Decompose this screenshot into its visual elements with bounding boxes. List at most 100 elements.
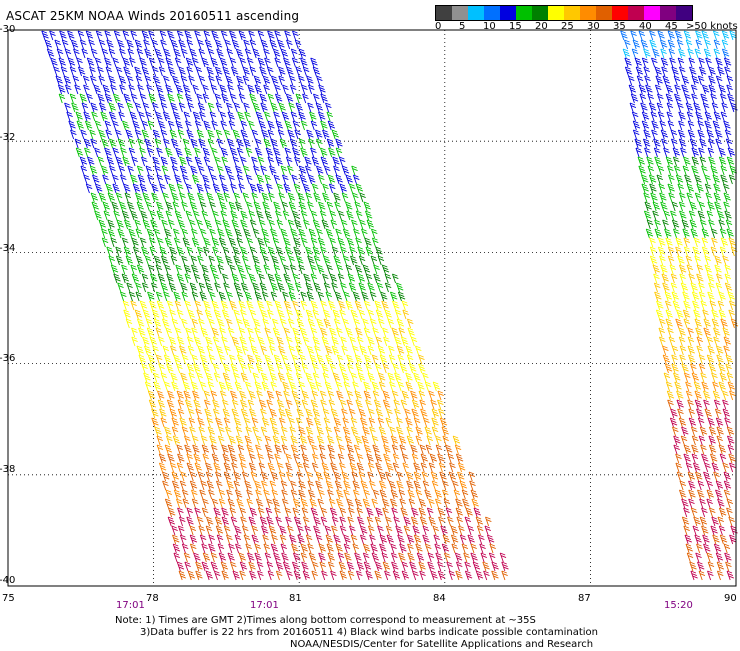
colorbar-swatch <box>484 6 500 20</box>
wind-barb <box>238 93 246 104</box>
wind-barb <box>171 318 179 329</box>
wind-barb <box>139 237 147 248</box>
wind-barb <box>320 516 328 527</box>
wind-barb <box>294 219 302 230</box>
wind-barb <box>241 255 249 266</box>
wind-barb <box>700 300 707 311</box>
colorbar-swatch <box>516 6 532 20</box>
wind-barb <box>266 561 274 572</box>
wind-barb <box>181 291 188 302</box>
wind-barb <box>707 201 715 212</box>
wind-barb <box>272 48 281 59</box>
wind-barb <box>160 255 169 266</box>
wind-barb <box>335 435 343 446</box>
wind-barb <box>173 48 181 59</box>
wind-barb <box>367 525 375 536</box>
wind-barb <box>260 426 268 437</box>
wind-barb <box>205 372 213 383</box>
wind-barb <box>46 48 55 59</box>
wind-barb <box>696 543 703 554</box>
wind-barb <box>683 156 691 167</box>
wind-barb <box>346 444 355 455</box>
wind-barb <box>125 129 133 140</box>
wind-barb <box>108 102 116 113</box>
wind-barb <box>215 480 223 491</box>
wind-barb <box>337 237 345 248</box>
wind-barb <box>701 525 709 536</box>
wind-barb <box>170 255 178 266</box>
wind-barb <box>199 291 207 302</box>
wind-barb <box>343 543 351 554</box>
wind-barb <box>207 381 215 392</box>
wind-barb <box>263 489 270 500</box>
wind-barb <box>263 48 270 59</box>
wind-barb <box>651 120 659 131</box>
wind-barb <box>149 237 156 248</box>
wind-barb <box>282 381 290 392</box>
wind-barb <box>298 111 306 122</box>
wind-barb <box>168 66 176 77</box>
wind-barb <box>153 372 160 383</box>
wind-barb <box>698 354 706 365</box>
wind-barb <box>658 327 665 338</box>
wind-barb <box>264 435 272 446</box>
wind-barb <box>160 309 168 320</box>
wind-barb <box>447 516 454 527</box>
wind-barb <box>284 147 291 158</box>
wind-barb <box>182 174 189 185</box>
wind-barb <box>153 255 162 266</box>
wind-barb <box>275 516 282 527</box>
wind-barb <box>409 363 417 374</box>
wind-barb <box>289 381 297 392</box>
wind-barb <box>162 345 170 356</box>
wind-barb <box>728 237 736 248</box>
wind-barb <box>222 246 230 257</box>
wind-barb <box>669 57 676 68</box>
wind-barb <box>696 336 704 347</box>
wind-barb <box>679 273 686 284</box>
wind-barb <box>176 183 184 194</box>
wind-barb <box>295 66 302 77</box>
wind-barb <box>335 543 343 554</box>
wind-barb <box>189 471 197 482</box>
wind-barb <box>442 534 450 545</box>
wind-barb <box>191 264 199 275</box>
wind-barb <box>688 489 696 500</box>
wind-barb <box>330 219 337 230</box>
wind-barb <box>687 120 695 131</box>
wind-barb <box>499 552 507 563</box>
wind-barb <box>216 48 224 59</box>
wind-barb <box>374 516 382 527</box>
wind-barb <box>152 309 160 320</box>
wind-barb <box>312 453 319 464</box>
wind-barb <box>468 471 476 482</box>
wind-barb <box>357 246 365 257</box>
wind-barb <box>701 237 709 248</box>
wind-barb <box>170 156 178 167</box>
wind-barb <box>660 264 668 275</box>
wind-barb <box>124 192 132 203</box>
wind-barb <box>449 462 456 473</box>
wind-barb <box>146 228 155 239</box>
wind-barb <box>292 273 300 284</box>
wind-barb <box>282 174 289 185</box>
wind-barb <box>348 183 356 194</box>
wind-barb <box>320 93 328 104</box>
wind-barb <box>661 138 668 149</box>
wind-barb <box>674 30 683 41</box>
wind-barb <box>141 129 149 140</box>
wind-barb <box>310 327 318 338</box>
wind-barb <box>292 300 299 311</box>
wind-barb <box>729 390 736 401</box>
wind-barb <box>187 570 196 581</box>
wind-barb <box>119 201 127 212</box>
wind-barb <box>280 48 288 59</box>
wind-barb <box>179 156 187 167</box>
wind-barb <box>312 309 320 320</box>
wind-barb <box>712 174 720 185</box>
wind-barb <box>185 399 193 410</box>
wind-barb <box>690 84 698 95</box>
wind-barb <box>302 516 310 527</box>
wind-barb <box>283 237 291 248</box>
wind-barb <box>113 30 121 41</box>
